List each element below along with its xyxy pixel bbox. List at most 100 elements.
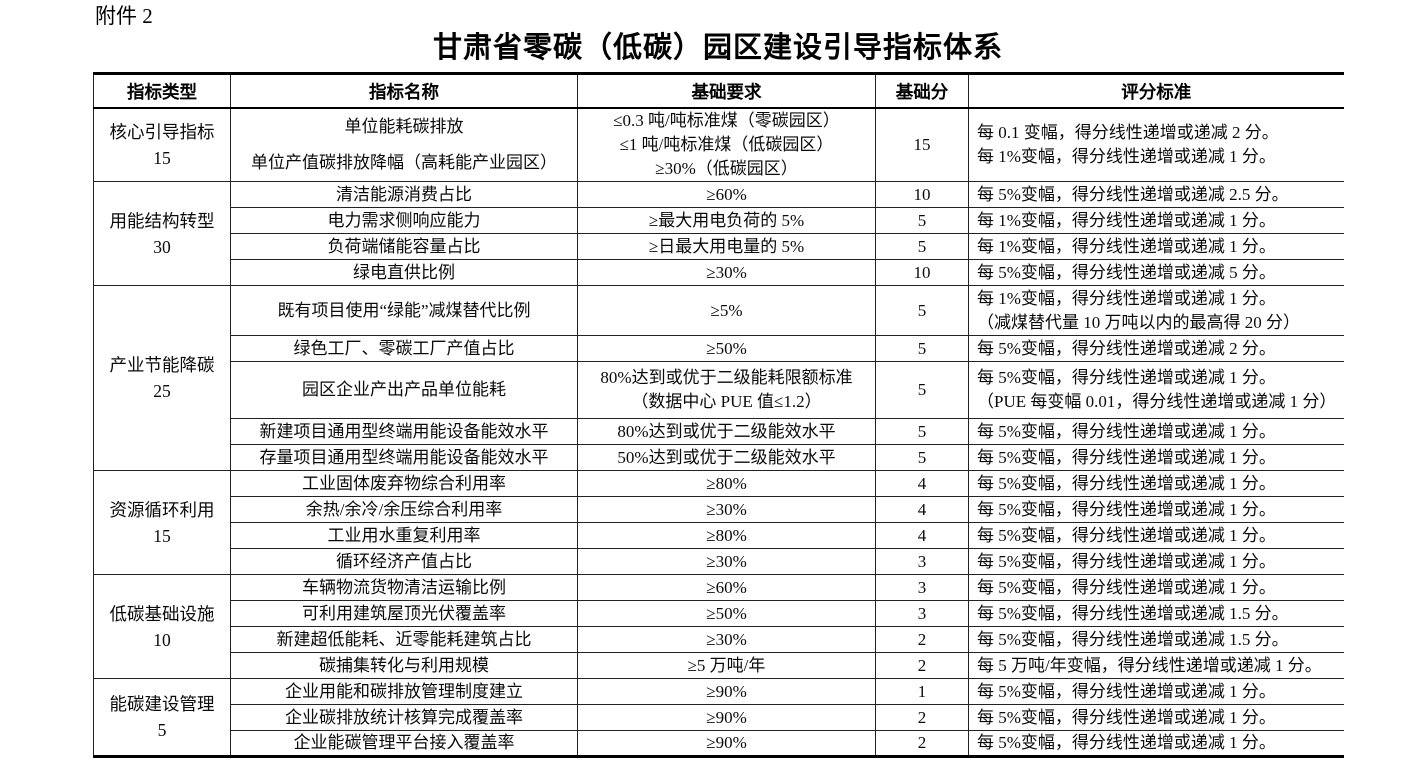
indicator-name-cell: 工业用水重复利用率 bbox=[230, 522, 578, 549]
indicator-name-cell: 可利用建筑屋顶光伏覆盖率 bbox=[230, 600, 578, 627]
table-row: 新建项目通用型终端用能设备能效水平 80%达到或优于二级能效水平 5 每 5%变幅，得… bbox=[94, 418, 1344, 445]
column-header: 指标类型 bbox=[93, 73, 231, 109]
indicator-name-cell: 工业固体废弃物综合利用率 bbox=[230, 470, 578, 497]
cell-line: 单位产值碳排放降幅（高耗能产业园区） bbox=[251, 153, 557, 172]
base-score-cell: 4 bbox=[875, 496, 969, 523]
scoring-standard-cell: 每 5%变幅，得分线性递增或递减 1 分。 bbox=[968, 470, 1344, 497]
basic-requirement-cell: ≥60% bbox=[577, 181, 876, 208]
table-row: 存量项目通用型终端用能设备能效水平 50%达到或优于二级能效水平 5 每 5%变幅，得… bbox=[94, 444, 1344, 471]
indicator-name-cell: 余热/余冷/余压综合利用率 bbox=[230, 496, 578, 523]
base-score-cell: 2 bbox=[875, 704, 969, 731]
indicator-table: 指标类型 指标名称 基础要求 基础分 评分标准 核心引导指标 15 单位能耗碳排放 单位产值碳… bbox=[93, 72, 1344, 758]
table-row: 产业节能降碳 25 既有项目使用“绿能”减煤替代比例 ≥5% 5 每 1%变幅，得分线性递… bbox=[93, 285, 1344, 471]
basic-requirement-cell: 80%达到或优于二级能效水平 bbox=[577, 418, 876, 445]
scoring-standard-cell: 每 5%变幅，得分线性递增或递减 1 分。 bbox=[968, 496, 1344, 523]
cell-line: （数据中心 PUE 值≤1.2） bbox=[631, 392, 822, 411]
basic-requirement-cell: ≥80% bbox=[577, 470, 876, 497]
base-score-cell: 5 bbox=[875, 444, 969, 471]
category-name: 核心引导指标 bbox=[109, 122, 215, 142]
scoring-standard-cell: 每 5%变幅，得分线性递增或递减 1 分。 bbox=[968, 522, 1344, 549]
table-row: 用能结构转型 30 清洁能源消费占比 ≥60% 10 每 5%变幅，得分线性递增或递减 2… bbox=[93, 181, 1344, 286]
table-row: 负荷端储能容量占比 ≥日最大用电量的 5% 5 每 1%变幅，得分线性递增或递减 1 … bbox=[94, 233, 1344, 260]
indicator-name-cell: 既有项目使用“绿能”减煤替代比例 bbox=[230, 285, 578, 336]
table-row: 低碳基础设施 10 车辆物流货物清洁运输比例 ≥60% 3 每 5%变幅，得分线性递增或递… bbox=[93, 574, 1344, 679]
table-header-row: 指标类型 指标名称 基础要求 基础分 评分标准 bbox=[93, 73, 1344, 109]
indicator-name-cell: 新建项目通用型终端用能设备能效水平 bbox=[230, 418, 578, 445]
attachment-label: 附件 2 bbox=[95, 4, 153, 28]
cell-line: （减煤替代量 10 万吨以内的最高得 20 分） bbox=[977, 312, 1300, 332]
indicator-name-cell: 绿电直供比例 bbox=[230, 259, 578, 286]
category-cell: 用能结构转型 30 bbox=[93, 181, 231, 286]
base-score-cell: 3 bbox=[875, 600, 969, 627]
cell-line: 每 1%变幅，得分线性递增或递减 1 分。 bbox=[977, 288, 1276, 308]
basic-requirement-cell: 80%达到或优于二级能耗限额标准 （数据中心 PUE 值≤1.2） bbox=[577, 361, 876, 419]
basic-requirement-cell: ≥50% bbox=[577, 335, 876, 362]
category-cell: 核心引导指标 15 bbox=[93, 107, 231, 182]
scoring-standard-cell: 每 1%变幅，得分线性递增或递减 1 分。 bbox=[968, 207, 1344, 234]
base-score-cell: 4 bbox=[875, 522, 969, 549]
category-score: 25 bbox=[153, 381, 171, 401]
cell-line: ≤1 吨/吨标准煤（低碳园区） bbox=[619, 135, 834, 154]
indicator-name-cell: 企业用能和碳排放管理制度建立 bbox=[230, 678, 578, 705]
table-row: 绿电直供比例 ≥30% 10 每 5%变幅，得分线性递增或递减 5 分。 bbox=[94, 259, 1344, 286]
base-score-cell: 2 bbox=[875, 652, 969, 679]
category-score: 15 bbox=[153, 525, 171, 546]
scoring-standard-cell: 每 5%变幅，得分线性递增或递减 1 分。 bbox=[968, 444, 1344, 471]
base-score-cell: 3 bbox=[875, 548, 969, 575]
category-cell: 产业节能降碳 25 bbox=[93, 285, 231, 471]
category-name: 低碳基础设施 bbox=[109, 603, 215, 624]
category-score: 30 bbox=[153, 236, 171, 257]
scoring-standard-cell: 每 5%变幅，得分线性递增或递减 1 分。 （PUE 每变幅 0.01，得分线性递… bbox=[968, 361, 1344, 419]
base-score-cell: 1 bbox=[875, 678, 969, 705]
cell-line: 80%达到或优于二级能耗限额标准 bbox=[600, 368, 853, 387]
base-score-cell: 5 bbox=[875, 285, 969, 336]
scoring-standard-cell: 每 1%变幅，得分线性递增或递减 1 分。 （减煤替代量 10 万吨以内的最高得 … bbox=[968, 285, 1344, 336]
basic-requirement-cell: ≥5 万吨/年 bbox=[577, 652, 876, 679]
basic-requirement-cell: ≥最大用电负荷的 5% bbox=[577, 207, 876, 234]
indicator-name-cell: 碳捕集转化与利用规模 bbox=[230, 652, 578, 679]
column-header: 评分标准 bbox=[968, 73, 1344, 109]
basic-requirement-cell: ≥30% bbox=[577, 496, 876, 523]
cell-line: 每 0.1 变幅，得分线性递增或递减 2 分。 bbox=[977, 123, 1279, 142]
table-row: 绿色工厂、零碳工厂产值占比 ≥50% 5 每 5%变幅，得分线性递增或递减 2 分。 bbox=[94, 335, 1344, 362]
base-score-cell: 10 bbox=[875, 181, 969, 208]
cell-line: （PUE 每变幅 0.01，得分线性递增或递减 1 分） bbox=[977, 392, 1337, 411]
category-score: 15 bbox=[153, 148, 171, 168]
base-score-cell: 4 bbox=[875, 470, 969, 497]
basic-requirement-cell: ≥5% bbox=[577, 285, 876, 336]
table-row: 碳捕集转化与利用规模 ≥5 万吨/年 2 每 5 万吨/年变幅，得分线性递增或递减 1… bbox=[94, 652, 1344, 679]
category-score: 5 bbox=[157, 720, 167, 740]
table-row: 资源循环利用 15 工业固体废弃物综合利用率 ≥80% 4 每 5%变幅，得分线性递增或递… bbox=[93, 470, 1344, 575]
column-header: 基础分 bbox=[875, 73, 969, 109]
indicator-name-cell: 单位能耗碳排放 单位产值碳排放降幅（高耗能产业园区） bbox=[230, 107, 578, 182]
basic-requirement-cell: ≥60% bbox=[577, 574, 876, 601]
indicator-name-cell: 新建超低能耗、近零能耗建筑占比 bbox=[230, 626, 578, 653]
base-score-cell: 3 bbox=[875, 574, 969, 601]
indicator-name-cell: 负荷端储能容量占比 bbox=[230, 233, 578, 260]
scoring-standard-cell: 每 5%变幅，得分线性递增或递减 1 分。 bbox=[968, 574, 1344, 601]
scoring-standard-cell: 每 5%变幅，得分线性递增或递减 5 分。 bbox=[968, 259, 1344, 286]
basic-requirement-cell: ≥30% bbox=[577, 626, 876, 653]
scoring-standard-cell: 每 5%变幅，得分线性递增或递减 1.5 分。 bbox=[968, 600, 1344, 627]
basic-requirement-cell: ≥90% bbox=[577, 704, 876, 731]
scoring-standard-cell: 每 5%变幅，得分线性递增或递减 1.5 分。 bbox=[968, 626, 1344, 653]
indicator-name-cell: 电力需求侧响应能力 bbox=[230, 207, 578, 234]
basic-requirement-cell: ≤0.3 吨/吨标准煤（零碳园区） ≤1 吨/吨标准煤（低碳园区） ≥30%（低碳园… bbox=[577, 107, 876, 182]
basic-requirement-cell: ≥30% bbox=[577, 548, 876, 575]
base-score-cell: 2 bbox=[875, 626, 969, 653]
scoring-standard-cell: 每 5%变幅，得分线性递增或递减 2 分。 bbox=[968, 335, 1344, 362]
indicator-name-cell: 绿色工厂、零碳工厂产值占比 bbox=[230, 335, 578, 362]
category-name: 产业节能降碳 bbox=[109, 355, 215, 375]
category-cell: 低碳基础设施 10 bbox=[93, 574, 231, 679]
indicator-name-cell: 车辆物流货物清洁运输比例 bbox=[230, 574, 578, 601]
category-cell: 资源循环利用 15 bbox=[93, 470, 231, 575]
base-score-cell: 5 bbox=[875, 207, 969, 234]
basic-requirement-cell: ≥日最大用电量的 5% bbox=[577, 233, 876, 260]
indicator-name-cell: 存量项目通用型终端用能设备能效水平 bbox=[230, 444, 578, 471]
scoring-standard-cell: 每 5%变幅，得分线性递增或递减 1 分。 bbox=[968, 704, 1344, 731]
indicator-name-cell: 循环经济产值占比 bbox=[230, 548, 578, 575]
category-name: 能碳建设管理 bbox=[109, 694, 215, 714]
scoring-standard-cell: 每 1%变幅，得分线性递增或递减 1 分。 bbox=[968, 233, 1344, 260]
table-row: 工业用水重复利用率 ≥80% 4 每 5%变幅，得分线性递增或递减 1 分。 bbox=[94, 522, 1344, 549]
cell-line: 每 5%变幅，得分线性递增或递减 1 分。 bbox=[977, 368, 1276, 387]
